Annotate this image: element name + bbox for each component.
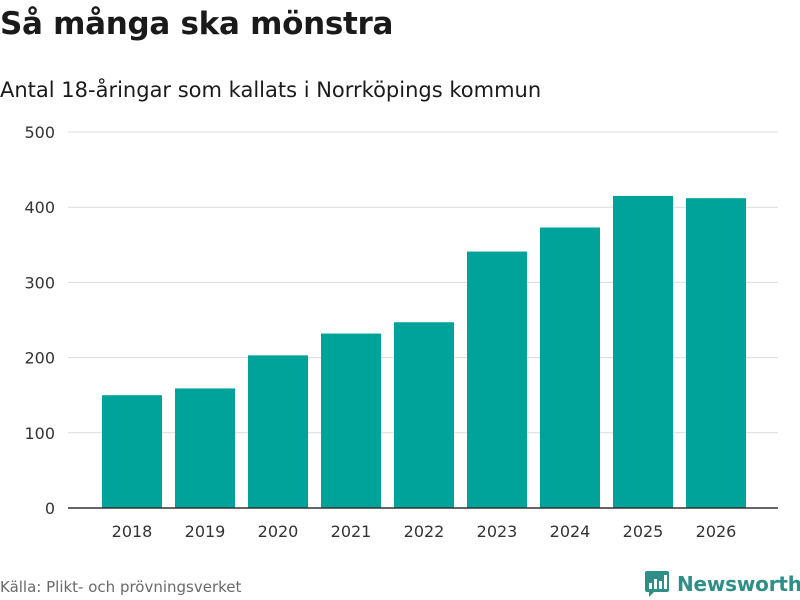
y-tick-label: 500 [24,123,55,142]
bar-2021 [321,333,381,508]
bar-2025 [613,195,673,509]
y-tick-label: 400 [24,198,55,217]
x-tick-label: 2022 [404,522,445,541]
x-tick-label: 2021 [331,522,372,541]
chart-subtitle: Antal 18-åringar som kallats i Norrköpin… [0,78,542,102]
y-tick-label: 100 [24,424,55,443]
bar-2024 [540,227,600,508]
x-tick-label: 2018 [112,522,153,541]
source-note: Källa: Plikt- och prövningsverket [0,578,242,596]
y-tick-label: 300 [24,273,55,292]
x-tick-label: 2019 [185,522,226,541]
bar-2018 [102,395,162,508]
chart-title: Så många ska mönstra [0,6,394,42]
brand-logo: Newsworthy [644,569,800,599]
bar-2019 [175,388,235,508]
bars [102,195,746,509]
x-tick-label: 2020 [258,522,299,541]
bar-2023 [467,251,527,508]
newsworthy-logo-icon [645,571,669,597]
x-tick-label: 2024 [550,522,591,541]
bar-2026 [686,198,746,508]
bar-2020 [248,355,308,508]
y-axis-ticks: 0 100 200 300 400 500 [24,123,55,518]
x-axis-ticks: 2018 2019 2020 2021 2022 2023 2024 2025 2026 [112,522,737,541]
x-tick-label: 2023 [477,522,518,541]
brand-name: Newsworthy [677,572,800,596]
x-tick-label: 2026 [696,522,737,541]
bar-2022 [394,322,454,508]
y-tick-label: 0 [45,499,55,518]
y-tick-label: 200 [24,349,55,368]
x-tick-label: 2025 [623,522,664,541]
